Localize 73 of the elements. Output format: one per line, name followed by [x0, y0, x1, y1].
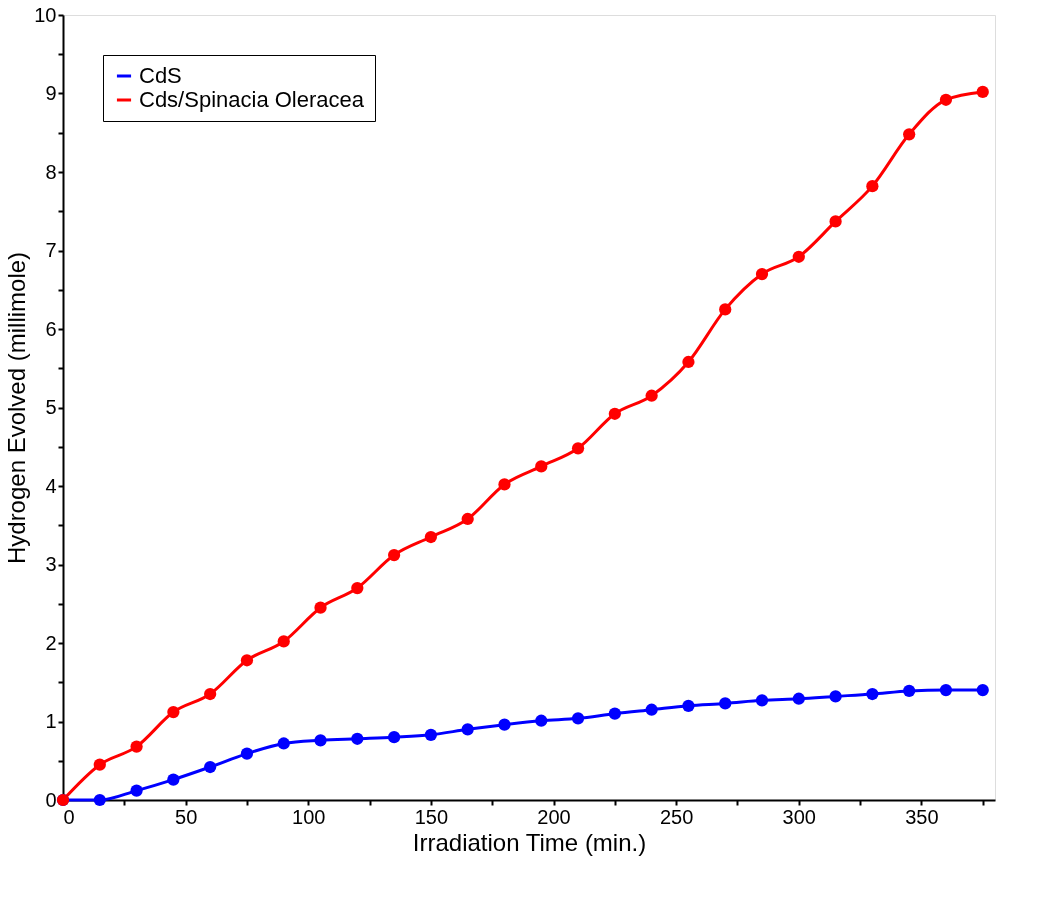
point — [976, 683, 989, 697]
point — [314, 734, 327, 747]
point — [755, 267, 769, 281]
point — [204, 687, 217, 701]
x-tick-label: 100 — [292, 805, 326, 828]
point — [351, 732, 364, 745]
point — [792, 250, 805, 263]
point — [903, 128, 916, 141]
point — [277, 635, 290, 648]
x-tick-label: 350 — [905, 805, 939, 828]
point — [976, 85, 989, 99]
point — [939, 683, 953, 697]
legend-label: CdS — [139, 63, 182, 88]
point — [571, 442, 585, 455]
point — [204, 760, 217, 774]
x-tick-label: 250 — [659, 805, 694, 828]
x-tick-label: 50 — [175, 805, 198, 828]
point — [424, 530, 438, 544]
point — [829, 215, 842, 228]
point — [277, 737, 290, 750]
point — [498, 478, 511, 491]
point — [866, 180, 879, 193]
x-tick-label: 200 — [537, 805, 571, 828]
x-tick-label: 0 — [63, 805, 75, 828]
point — [387, 548, 401, 562]
point — [461, 723, 474, 736]
x-tick-label: 150 — [414, 805, 449, 828]
point — [755, 694, 769, 707]
y-tick-label: 9 — [45, 82, 57, 104]
point — [608, 407, 621, 420]
y-tick-label: 8 — [45, 160, 57, 183]
point — [93, 793, 106, 807]
point — [719, 697, 732, 710]
point — [645, 389, 658, 402]
y-tick-label: 4 — [45, 474, 57, 497]
y-tick-label: 1 — [45, 710, 57, 732]
point — [93, 758, 106, 771]
legend-label: Cds/Spinacia Oleracea — [139, 87, 365, 112]
y-tick-label: 7 — [45, 239, 57, 261]
y-tick-label: 5 — [45, 396, 57, 418]
y-tick-label: 3 — [45, 553, 57, 575]
point — [130, 784, 143, 797]
point — [424, 728, 438, 741]
point — [903, 684, 916, 697]
x-tick-label: 300 — [782, 805, 816, 828]
point — [682, 355, 695, 369]
point — [719, 303, 732, 316]
point — [498, 718, 511, 731]
y-axis-title: Hydrogen Evolved (millimole) — [3, 251, 31, 565]
y-tick-label: 0 — [45, 788, 57, 811]
point — [608, 707, 621, 720]
point — [571, 712, 585, 725]
point — [240, 747, 254, 760]
point — [351, 581, 364, 595]
point — [461, 512, 474, 526]
point — [130, 740, 143, 753]
point — [314, 601, 327, 614]
point — [939, 93, 953, 106]
point — [240, 654, 254, 667]
point — [829, 690, 842, 703]
point — [866, 687, 879, 701]
y-tick-label: 6 — [45, 317, 57, 340]
point — [792, 692, 805, 705]
point — [682, 699, 695, 712]
x-axis-title: Irradiation Time (min.) — [412, 828, 647, 856]
y-tick-label: 10 — [34, 3, 57, 26]
y-tick-label: 2 — [45, 631, 57, 654]
point — [167, 705, 180, 719]
point — [167, 773, 180, 786]
point — [535, 460, 548, 473]
point — [535, 714, 548, 727]
point — [387, 731, 401, 744]
point — [645, 703, 658, 716]
